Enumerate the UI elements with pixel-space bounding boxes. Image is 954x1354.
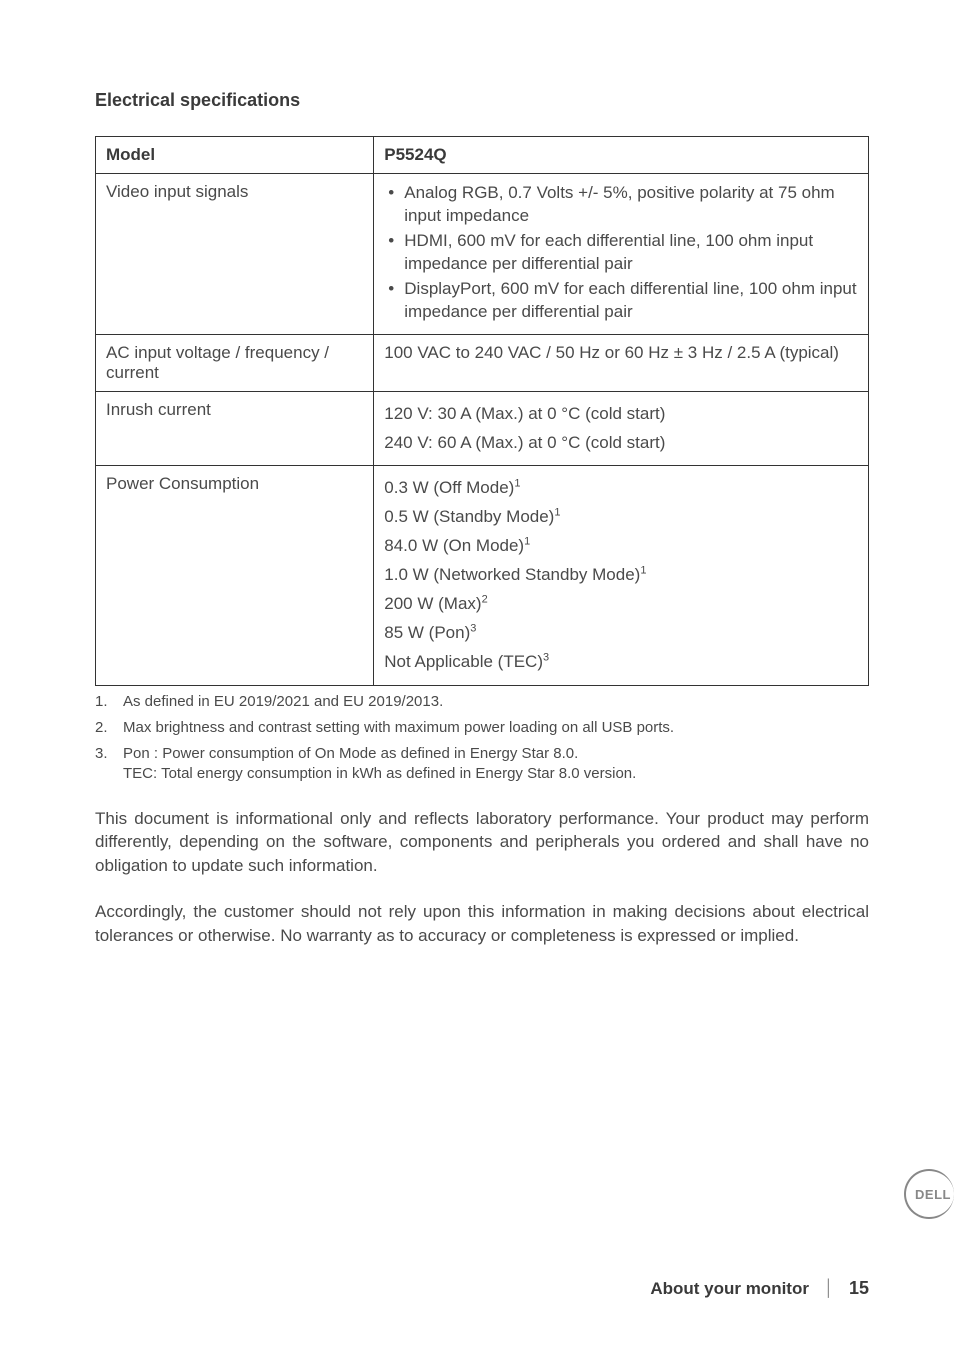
row-label-power: Power Consumption <box>96 466 374 685</box>
dell-logo-badge: DELL <box>904 1169 954 1219</box>
power-line: 200 W (Max)2 <box>384 590 858 619</box>
footnote-num: 3. <box>95 744 123 785</box>
row-value-power: 0.3 W (Off Mode)1 0.5 W (Standby Mode)1 … <box>374 466 869 685</box>
power-line: 0.5 W (Standby Mode)1 <box>384 503 858 532</box>
table-header-row: Model P5524Q <box>96 137 869 174</box>
disclaimer-para: Accordingly, the customer should not rel… <box>95 900 869 948</box>
row-label-inrush: Inrush current <box>96 391 374 466</box>
video-bullet-list: Analog RGB, 0.7 Volts +/- 5%, positive p… <box>384 182 858 324</box>
section-title: Electrical specifications <box>95 90 869 111</box>
dell-logo-text: DELL <box>915 1187 951 1202</box>
row-value-inrush: 120 V: 30 A (Max.) at 0 °C (cold start) … <box>374 391 869 466</box>
power-line: 84.0 W (On Mode)1 <box>384 532 858 561</box>
disclaimer-para: This document is informational only and … <box>95 807 869 878</box>
footnote-num: 1. <box>95 692 123 712</box>
footnote-text: Max brightness and contrast setting with… <box>123 718 674 738</box>
footnote-text: As defined in EU 2019/2021 and EU 2019/2… <box>123 692 443 712</box>
specs-table: Model P5524Q Video input signals Analog … <box>95 136 869 686</box>
power-line: Not Applicable (TEC)3 <box>384 648 858 677</box>
inrush-line: 120 V: 30 A (Max.) at 0 °C (cold start) <box>384 400 858 429</box>
inrush-line: 240 V: 60 A (Max.) at 0 °C (cold start) <box>384 429 858 458</box>
table-row: AC input voltage / frequency / current 1… <box>96 334 869 391</box>
footer-divider: │ <box>824 1280 834 1298</box>
row-label-ac: AC input voltage / frequency / current <box>96 334 374 391</box>
footnote-item: 2. Max brightness and contrast setting w… <box>95 718 869 738</box>
table-row: Inrush current 120 V: 30 A (Max.) at 0 °… <box>96 391 869 466</box>
table-row: Power Consumption 0.3 W (Off Mode)1 0.5 … <box>96 466 869 685</box>
footnote-item: 1. As defined in EU 2019/2021 and EU 201… <box>95 692 869 712</box>
page-footer: About your monitor │ 15 <box>95 1278 869 1299</box>
footnote-item: 3. Pon : Power consumption of On Mode as… <box>95 744 869 785</box>
list-item: DisplayPort, 600 mV for each differentia… <box>388 278 858 324</box>
footer-section-title: About your monitor <box>650 1279 809 1299</box>
footnote-num: 2. <box>95 718 123 738</box>
footnotes: 1. As defined in EU 2019/2021 and EU 201… <box>95 692 869 785</box>
footnote-text: Pon : Power consumption of On Mode as de… <box>123 744 636 785</box>
power-line: 85 W (Pon)3 <box>384 619 858 648</box>
row-label-video: Video input signals <box>96 174 374 335</box>
list-item: Analog RGB, 0.7 Volts +/- 5%, positive p… <box>388 182 858 228</box>
row-value-video: Analog RGB, 0.7 Volts +/- 5%, positive p… <box>374 174 869 335</box>
row-value-ac: 100 VAC to 240 VAC / 50 Hz or 60 Hz ± 3 … <box>374 334 869 391</box>
table-row: Video input signals Analog RGB, 0.7 Volt… <box>96 174 869 335</box>
header-model: Model <box>96 137 374 174</box>
disclaimer: This document is informational only and … <box>95 807 869 948</box>
header-product: P5524Q <box>374 137 869 174</box>
power-line: 0.3 W (Off Mode)1 <box>384 474 858 503</box>
power-line: 1.0 W (Networked Standby Mode)1 <box>384 561 858 590</box>
page-number: 15 <box>849 1278 869 1299</box>
list-item: HDMI, 600 mV for each differential line,… <box>388 230 858 276</box>
